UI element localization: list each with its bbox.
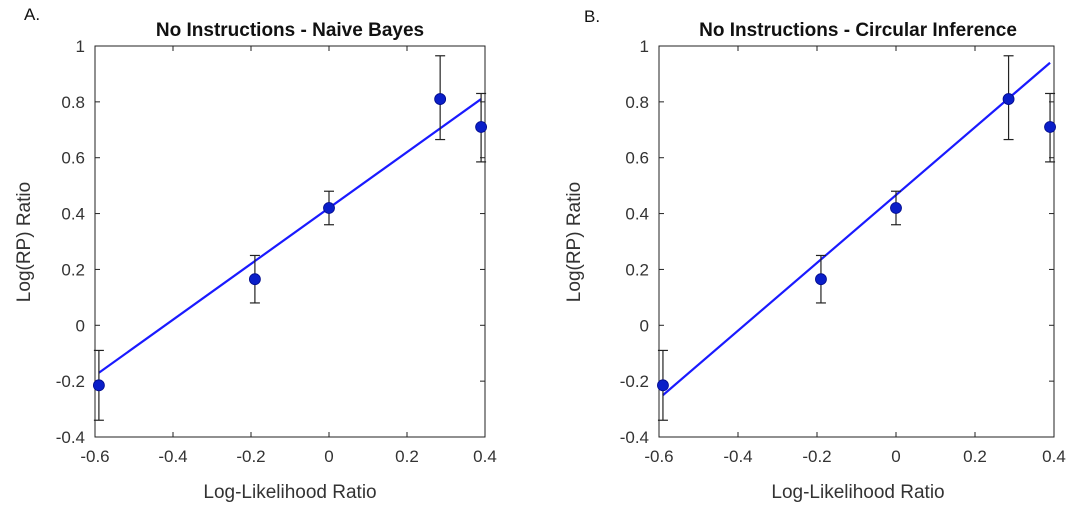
y-tick-label: -0.2 [56,372,85,391]
data-point [475,121,488,133]
x-tick-label: -0.6 [80,447,109,466]
x-tick-label: 0.4 [1042,447,1066,466]
x-tick-label: -0.2 [802,447,831,466]
x-axis-label: Log-Likelihood Ratio [771,482,944,503]
y-tick-label: 0.4 [61,205,85,224]
y-tick-label: 0.6 [61,149,85,168]
y-tick-label: -0.4 [620,428,649,447]
x-tick-label: 0.2 [963,447,987,466]
y-tick-label: 1 [76,37,85,56]
y-tick-label: 0 [640,316,649,335]
y-axis-label: Log(RP) Ratio [564,182,585,302]
data-point [1002,93,1015,105]
fit-line [662,61,1051,396]
y-tick-label: 0.8 [625,93,649,112]
y-tick-label: 0 [76,316,85,335]
x-tick-label: -0.2 [236,447,265,466]
y-tick-label: 0.2 [61,260,85,279]
data-point [815,273,827,286]
y-tick-label: -0.2 [620,372,649,391]
x-tick-label: 0 [891,447,900,466]
x-tick-label: -0.4 [723,447,752,466]
data-point [657,379,669,392]
chart-title: No Instructions - Circular Inference [699,20,1017,41]
y-tick-label: 0.2 [625,260,649,279]
x-tick-label: -0.4 [158,447,187,466]
plot-frame [94,45,486,438]
chart-panel-b: B. No Instructions - Circular Inference … [540,0,1080,506]
x-tick-label: 0.2 [395,447,419,466]
x-axis-label: Log-Likelihood Ratio [203,482,376,503]
data-point [1044,121,1056,133]
data-point [434,93,447,105]
panel-label: A. [24,5,40,24]
y-axis-label: Log(RP) Ratio [14,182,35,302]
plot-frame [658,45,1055,438]
fit-line [98,98,482,374]
y-tick-label: 0.4 [625,205,649,224]
data-point [323,202,335,214]
panel-label: B. [584,7,600,26]
data-point [248,273,261,286]
y-tick-label: 0.8 [61,93,85,112]
data-point [93,379,105,392]
chart-a-svg: A. No Instructions - Naive Bayes Log-Lik… [14,5,497,503]
chart-title: No Instructions - Naive Bayes [156,20,424,41]
x-tick-label: 0 [324,447,333,466]
y-tick-label: 1 [640,37,649,56]
chart-b-svg: B. No Instructions - Circular Inference … [564,7,1066,503]
chart-panel-a: A. No Instructions - Naive Bayes Log-Lik… [14,5,497,503]
data-point [890,202,902,214]
x-tick-label: -0.6 [644,447,673,466]
y-tick-label: 0.6 [625,149,649,168]
y-tick-label: -0.4 [56,428,85,447]
x-tick-label: 0.4 [473,447,497,466]
